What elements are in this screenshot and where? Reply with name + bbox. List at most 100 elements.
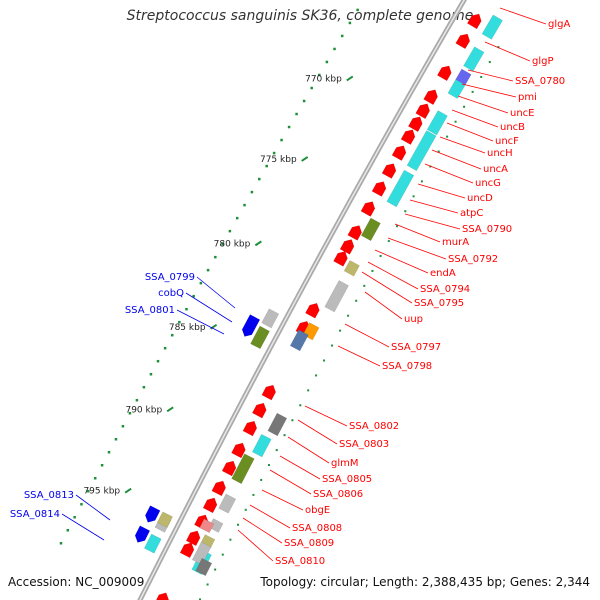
gene-forward	[242, 420, 258, 437]
gene-cyan	[386, 169, 415, 208]
leader-line	[439, 136, 486, 154]
leader-line	[417, 183, 466, 199]
gc-dot	[135, 398, 139, 402]
leader-line	[431, 149, 482, 170]
gene-label: SSA_0805	[322, 474, 372, 485]
leader-line	[404, 213, 461, 230]
kbp-label: 775 kbp	[260, 155, 297, 165]
gc-dot	[480, 75, 483, 78]
gc-dot	[59, 542, 63, 545]
kbp-label: 795 kbp	[83, 487, 120, 497]
gc-dot	[87, 490, 90, 493]
gene-label: cobQ	[158, 288, 184, 299]
gene-forward	[156, 592, 169, 600]
leader-line	[446, 122, 494, 142]
kbp-tick	[209, 324, 218, 330]
gc-dot	[243, 203, 246, 207]
leader-line	[176, 309, 225, 335]
leader-line	[484, 41, 531, 62]
gc-dot	[347, 314, 350, 317]
gc-dot	[244, 508, 247, 511]
gc-dot	[260, 478, 263, 481]
gc-dot	[178, 320, 181, 324]
gc-dot	[463, 105, 466, 108]
gene-left-olive	[250, 325, 270, 350]
gene-label: SSA_0798	[382, 361, 432, 372]
gene-forward	[305, 303, 320, 319]
gene-label: SSA_0806	[313, 489, 363, 500]
gene-label: murA	[442, 237, 469, 248]
leader-line	[249, 504, 291, 529]
gc-dot	[310, 86, 313, 90]
gc-dot	[221, 553, 224, 556]
gene-label: SSA_0810	[275, 556, 325, 567]
leader-line	[451, 109, 499, 128]
leader-line	[287, 436, 330, 464]
gene-label: SSA_0799	[145, 272, 195, 283]
gc-dot	[396, 225, 399, 228]
leader-line	[394, 223, 441, 243]
gene-forward	[179, 542, 195, 559]
gene-steel	[289, 329, 309, 352]
gene-left-cyan	[143, 533, 162, 554]
gene-pink	[199, 518, 215, 534]
gc-dot	[387, 240, 390, 243]
gene-forward	[221, 460, 237, 477]
leader-line	[337, 345, 381, 367]
gc-dot	[237, 523, 240, 526]
gc-dot	[318, 73, 321, 77]
gene-reverse	[145, 505, 161, 523]
gene-forward	[185, 530, 201, 547]
gene-label: SSA_0809	[284, 538, 334, 549]
kbp-tick	[254, 240, 262, 247]
gene-label: glgA	[548, 19, 570, 30]
leader-line	[424, 163, 474, 184]
gc-dot	[356, 8, 359, 12]
gene-label: pmi	[518, 92, 537, 103]
gc-dot	[404, 210, 407, 213]
gene-reverse	[134, 525, 151, 543]
map-title: Streptococcus sanguinis SK36, complete g…	[126, 8, 474, 24]
gene-label: SSA_0780	[515, 76, 565, 87]
gc-dot	[228, 229, 232, 233]
gc-dot	[66, 529, 70, 532]
gene-olive	[231, 453, 255, 485]
gc-dot	[295, 112, 298, 116]
gc-dot	[355, 299, 358, 302]
kbp-label: 785 kbp	[169, 323, 206, 333]
gene-forward	[436, 65, 452, 82]
gc-dot	[199, 281, 203, 285]
gc-dot	[371, 269, 374, 272]
gene-features	[134, 13, 503, 600]
gene-label: SSA_0792	[448, 254, 498, 265]
gene-forward	[347, 225, 362, 241]
gene-label: uncH	[487, 148, 513, 159]
gene-forward	[400, 129, 416, 145]
gc-dot	[379, 255, 382, 258]
gene-label: uncA	[483, 164, 508, 175]
gene-forward	[261, 384, 276, 401]
gc-dot	[307, 389, 310, 392]
gc-dot	[258, 177, 261, 181]
gc-dot	[348, 21, 352, 25]
gene-forward	[391, 145, 407, 161]
gene-label: SSA_0814	[10, 509, 60, 520]
leader-line	[387, 237, 447, 260]
gene-label: uncF	[495, 136, 519, 147]
gene-label: SSA_0813	[24, 490, 74, 501]
leader-line	[185, 292, 233, 323]
gc-dot	[488, 61, 491, 64]
leader-line	[409, 199, 459, 214]
gc-dot	[156, 359, 160, 363]
gene-khaki	[343, 260, 360, 277]
gene-label: obgE	[305, 505, 330, 516]
gc-dot	[192, 294, 195, 298]
gc-dot	[214, 255, 217, 259]
leader-line	[361, 271, 413, 304]
gc-dot	[437, 150, 440, 153]
leader-line	[367, 261, 419, 290]
genome-backbone-inner	[139, 0, 466, 600]
leader-line	[75, 494, 111, 521]
accession-text: Accession: NC_009009	[8, 575, 145, 589]
